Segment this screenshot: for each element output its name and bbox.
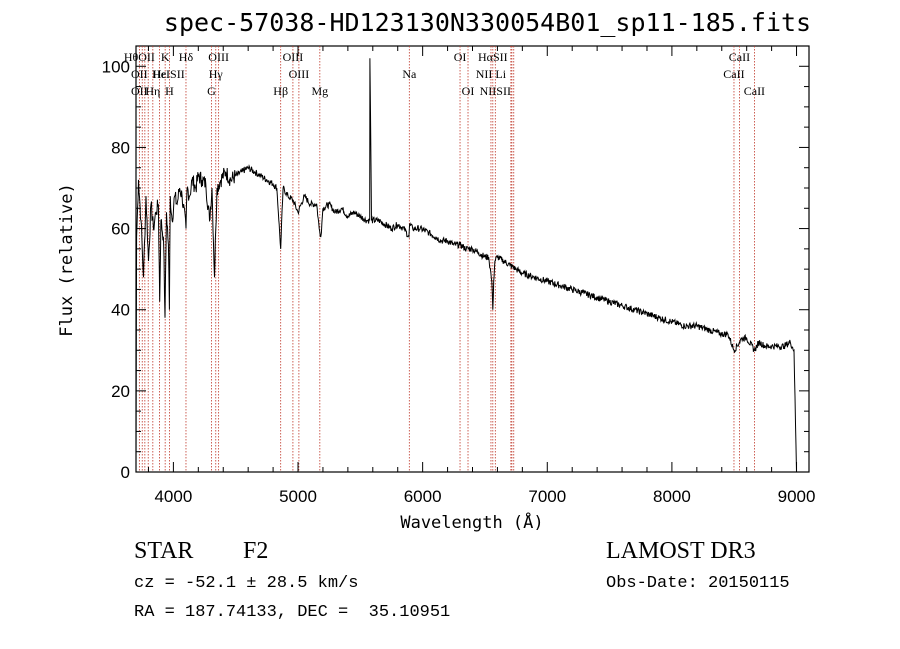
spectral-line-label: OII — [131, 67, 148, 81]
spectral-line-label: Na — [402, 67, 417, 81]
spectral-line-label: NII Li — [476, 67, 507, 81]
spectral-line-label: OIII — [289, 67, 310, 81]
x-axis-label: Wavelength (Å) — [400, 511, 543, 533]
y-tick-label: 20 — [111, 382, 130, 401]
chart-title: spec-57038-HD123130N330054B01_sp11-185.f… — [163, 8, 812, 37]
y-axis-label: Flux (relative) — [57, 183, 77, 337]
survey-name: LAMOST DR3 — [606, 538, 756, 564]
x-tick-label: 9000 — [778, 487, 816, 506]
object-subclass: F2 — [243, 538, 269, 564]
redshift-velocity: cz = -52.1 ± 28.5 km/s — [134, 574, 359, 593]
y-tick-label: 100 — [102, 57, 130, 76]
spectral-line-label: OI — [454, 50, 467, 64]
y-tick-label: 0 — [121, 463, 130, 482]
x-tick-label: 8000 — [653, 487, 691, 506]
obs-date: Obs-Date: 20150115 — [606, 574, 790, 593]
spectral-line-label: CaII — [729, 50, 750, 64]
x-tick-label: 5000 — [279, 487, 317, 506]
coordinates: RA = 187.74133, DEC = 35.10951 — [134, 603, 451, 622]
spectral-line-label: K — [161, 50, 170, 64]
spectral-line-label: Hδ — [179, 50, 194, 64]
spectral-line-label: OIII — [283, 50, 304, 64]
spectral-line-label: Mg — [311, 84, 328, 98]
spectral-line-label: OIII — [208, 50, 229, 64]
spectral-line-label: NIISII — [480, 84, 511, 98]
spectral-line-label: Hε — [153, 67, 167, 81]
plot-frame — [135, 45, 810, 473]
spectrum-line — [135, 58, 797, 473]
x-tick-label: 6000 — [404, 487, 442, 506]
spectral-line-label: Hβ — [273, 84, 288, 98]
object-class: STAR — [134, 538, 194, 564]
x-tick-label: 7000 — [528, 487, 566, 506]
spectral-line-label: G — [207, 84, 216, 98]
y-tick-label: 40 — [111, 301, 130, 320]
spectral-line-label: CaII — [723, 67, 744, 81]
spectral-line-label: HαSII — [478, 50, 508, 64]
spectral-line-label: OII — [131, 84, 148, 98]
spectral-line-label: OI — [462, 84, 475, 98]
y-tick-label: 80 — [111, 138, 130, 157]
spectral-line-label: HθOII — [124, 50, 155, 64]
spectral-line-label: Hη — [145, 84, 160, 98]
spectral-line-label: Hγ — [209, 67, 224, 81]
spectral-line-label: H — [165, 84, 174, 98]
spectral-line-label: CaII — [744, 84, 765, 98]
x-tick-label: 4000 — [154, 487, 192, 506]
y-tick-label: 60 — [111, 220, 130, 239]
spectral-line-label: HeISII — [152, 67, 185, 81]
